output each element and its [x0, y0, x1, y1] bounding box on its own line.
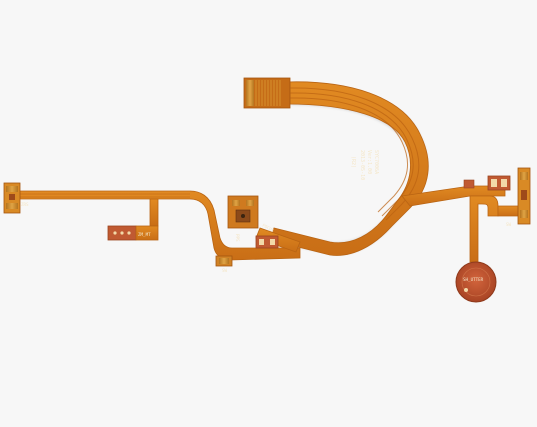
zm-mt-pad: [107, 225, 159, 241]
shutter-label: SH_UTTER: [463, 277, 484, 282]
flex-shutter-branch: [469, 195, 499, 263]
flex-right-stub: [497, 205, 521, 217]
gold-finger-connector: [243, 77, 291, 109]
shutter-pad: [455, 261, 497, 303]
board-marking: SYC7006A Ver:1.00 2013-05-10 (R2): [350, 150, 379, 180]
sw-right-label: SW: [506, 222, 512, 227]
flex-j-arm: [269, 81, 429, 256]
pps-component: [227, 195, 259, 229]
zrs-connector: [3, 182, 21, 214]
flex-left-arm: [17, 190, 301, 261]
right-sw-component: [463, 175, 511, 191]
zm-mt-label: ZM_MT: [138, 232, 151, 237]
right-edge-connector: [517, 167, 531, 225]
j-arm-traces: [289, 87, 420, 221]
board-date: 2013-05-10: [359, 150, 365, 180]
board-version: Ver:1.00: [366, 150, 372, 174]
left-arm-traces: [20, 193, 190, 198]
flex-branch-zm: [149, 198, 159, 227]
sw-pad-left: [215, 255, 233, 267]
zrs-label: ZRS: [21, 202, 29, 207]
pps-label: PPS: [235, 234, 240, 242]
focus-label: FOCUS: [262, 223, 276, 234]
board-rev: (R2): [350, 156, 356, 168]
focus-component: [255, 235, 279, 249]
board-id: SYC7006A: [373, 150, 379, 174]
sw-left-label: SW: [222, 268, 228, 273]
